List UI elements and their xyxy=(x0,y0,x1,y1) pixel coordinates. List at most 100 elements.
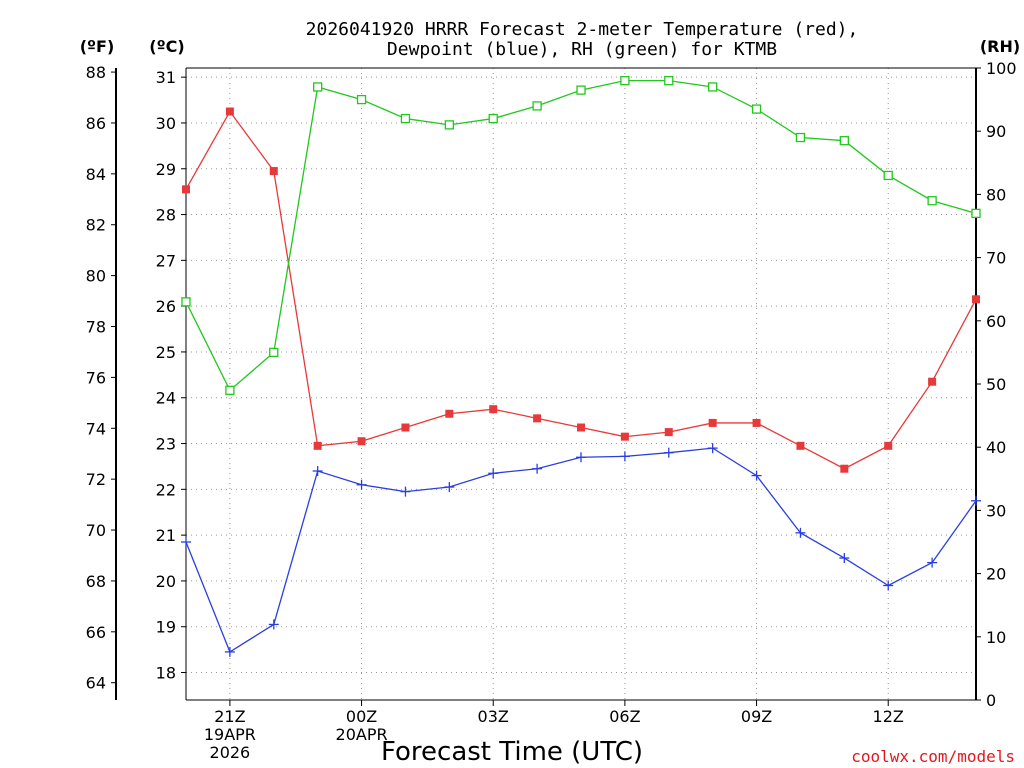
rh-point xyxy=(971,208,981,219)
temperature-point xyxy=(928,377,937,386)
celsius-tick-label: 18 xyxy=(156,664,176,683)
dewpoint-point xyxy=(707,443,718,454)
rh-point xyxy=(488,113,498,124)
dewpoint-point xyxy=(488,468,499,479)
x-tick-label: 19APR xyxy=(204,725,256,744)
chart-title-line1: 2026041920 HRRR Forecast 2-meter Tempera… xyxy=(306,19,859,40)
axis-labels: 64 66 68 70 72 74 76 78 80 82 84 86 88 18 19 20 21 22 23 24… xyxy=(86,59,1017,762)
rh-point xyxy=(225,385,235,395)
x-tick-label: 03Z xyxy=(478,707,509,726)
rh-line xyxy=(185,79,977,392)
rh-tick-label: 10 xyxy=(986,628,1006,647)
dewpoint-point xyxy=(795,527,806,538)
series-temperature xyxy=(182,107,980,473)
rh-tick-label: 0 xyxy=(986,691,996,710)
temperature-point xyxy=(225,107,234,116)
rh-point xyxy=(839,136,849,146)
data-series xyxy=(181,75,981,657)
rh-point xyxy=(795,132,806,143)
dewpoint-point xyxy=(619,451,630,462)
rh-point xyxy=(444,120,454,130)
fahrenheit-tick-label: 64 xyxy=(86,674,106,693)
rh-point xyxy=(708,82,718,92)
temperature-point xyxy=(401,423,410,432)
temperature-point xyxy=(796,441,805,450)
temperature-point xyxy=(972,295,980,304)
celsius-tick-label: 26 xyxy=(156,297,176,316)
series-dewpoint xyxy=(181,443,981,657)
dewpoint-point xyxy=(181,537,191,547)
x-tick-label: 12Z xyxy=(873,707,904,726)
temperature-point xyxy=(577,423,585,432)
celsius-tick-label: 19 xyxy=(156,618,176,637)
celsius-tick-label: 23 xyxy=(156,435,176,454)
celsius-tick-label: 22 xyxy=(156,480,176,499)
temperature-point xyxy=(533,414,542,423)
rh-point xyxy=(269,347,279,358)
rh-point xyxy=(356,94,367,105)
fahrenheit-tick-label: 78 xyxy=(86,317,106,336)
x-tick-label: 09Z xyxy=(741,707,772,726)
temperature-point xyxy=(182,185,190,194)
axes xyxy=(111,67,981,706)
x-tick-label: 21Z xyxy=(214,707,245,726)
rh-point xyxy=(664,75,674,86)
dewpoint-point xyxy=(444,482,455,493)
dewpoint-point xyxy=(356,479,367,490)
celsius-tick-label: 24 xyxy=(156,389,176,408)
temperature-point xyxy=(269,167,278,176)
x-tick-label: 20APR xyxy=(336,725,388,744)
fahrenheit-tick-label: 66 xyxy=(86,623,106,642)
fahrenheit-tick-label: 84 xyxy=(86,165,106,184)
dewpoint-point xyxy=(224,646,235,657)
dewpoint-point xyxy=(663,447,674,458)
dewpoint-point xyxy=(576,452,586,463)
x-axis-label: Forecast Time (UTC) xyxy=(381,737,643,767)
temperature-point xyxy=(313,441,322,450)
celsius-tick-label: 25 xyxy=(156,343,176,362)
rh-tick-label: 30 xyxy=(986,501,1006,520)
dewpoint-point xyxy=(751,470,762,481)
fahrenheit-tick-label: 72 xyxy=(86,470,106,489)
temperature-point xyxy=(489,405,498,414)
celsius-tick-label: 28 xyxy=(156,206,176,225)
celsius-tick-label: 30 xyxy=(156,114,176,133)
dewpoint-point xyxy=(971,495,981,506)
rh-tick-label: 80 xyxy=(986,185,1006,204)
celsius-tick-label: 20 xyxy=(156,572,176,591)
dewpoint-line xyxy=(185,447,977,653)
celsius-tick-label: 31 xyxy=(156,68,176,87)
grid-lines xyxy=(186,68,976,700)
rh-point xyxy=(620,75,630,86)
celsius-unit-label: (ºC) xyxy=(149,37,184,56)
temperature-point xyxy=(620,432,629,441)
rh-point xyxy=(532,101,542,111)
dewpoint-point xyxy=(312,466,323,477)
fahrenheit-tick-label: 70 xyxy=(86,521,106,540)
fahrenheit-unit-label: (ºF) xyxy=(80,37,115,56)
dewpoint-point xyxy=(927,557,938,568)
x-tick-label: 06Z xyxy=(609,707,640,726)
fahrenheit-tick-label: 80 xyxy=(86,267,106,286)
chart-title-line2: Dewpoint (blue), RH (green) for KTMB xyxy=(387,39,777,60)
rh-tick-label: 50 xyxy=(986,375,1006,394)
temperature-point xyxy=(664,428,673,437)
rh-point xyxy=(313,82,323,92)
dewpoint-point xyxy=(883,580,894,591)
temperature-point xyxy=(884,441,893,450)
temperature-point xyxy=(752,418,761,427)
rh-point xyxy=(181,297,191,307)
x-tick-label: 00Z xyxy=(346,707,377,726)
temperature-point xyxy=(445,409,454,418)
rh-tick-label: 40 xyxy=(986,438,1006,457)
rh-tick-label: 100 xyxy=(986,59,1017,78)
celsius-tick-label: 29 xyxy=(156,160,176,179)
fahrenheit-tick-label: 88 xyxy=(86,63,106,82)
series-rh xyxy=(181,75,981,395)
x-tick-label: 2026 xyxy=(210,743,251,762)
dewpoint-point xyxy=(532,463,543,474)
fahrenheit-tick-label: 68 xyxy=(86,572,106,591)
rh-tick-label: 60 xyxy=(986,312,1006,331)
credit-link[interactable]: coolwx.com/models xyxy=(851,747,1015,766)
